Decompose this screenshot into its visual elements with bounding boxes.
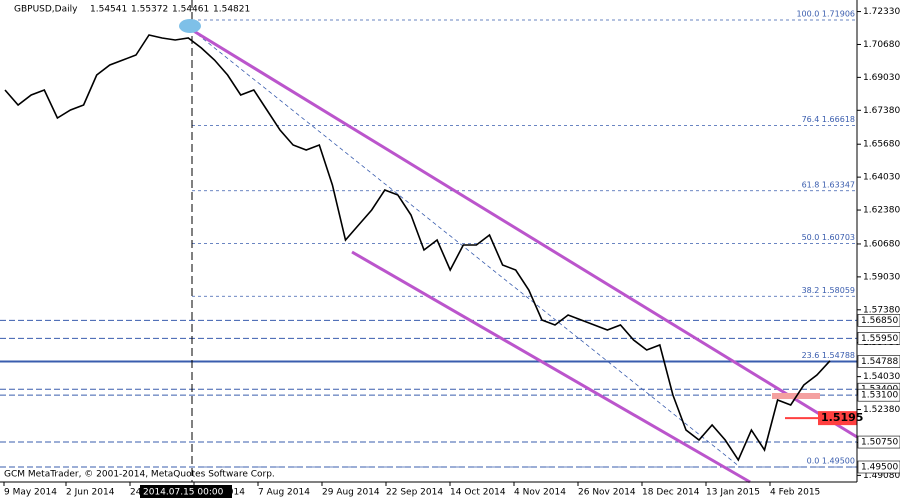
level-label: 1.50750 xyxy=(861,438,898,448)
x-tick-label: 29 Aug 2014 xyxy=(322,488,380,498)
x-tick-label: 7 Aug 2014 xyxy=(258,488,310,498)
trend-line xyxy=(191,29,741,468)
x-tick-label: 18 Dec 2014 xyxy=(642,488,700,498)
level-box xyxy=(857,460,900,474)
y-tick-label: 1.69030 xyxy=(863,73,900,83)
y-tick-label: 1.72330 xyxy=(863,7,900,17)
level-label: 1.56850 xyxy=(861,316,898,326)
ohlc-value: 1.54541 xyxy=(90,5,127,15)
x-tick-label: 4 Nov 2014 xyxy=(514,488,566,498)
level-box xyxy=(857,388,900,402)
y-tick-label: 1.49080 xyxy=(863,471,900,481)
y-tick-label: 1.54030 xyxy=(863,372,900,382)
ohlc-value: 1.54461 xyxy=(172,5,209,15)
y-tick-label: 1.70680 xyxy=(863,40,900,50)
cursor-date-box xyxy=(140,485,232,498)
y-tick-label: 1.64030 xyxy=(863,173,900,183)
anchor-point xyxy=(179,19,201,33)
x-tick-label: 13 Jan 2015 xyxy=(706,488,760,498)
y-tick-label: 1.52380 xyxy=(863,405,900,415)
price: 1.5195 xyxy=(4,34,863,462)
channel-upper xyxy=(191,28,858,439)
ohlc-value: 1.54821 xyxy=(213,5,250,15)
fib-label: 23.6 1.54788 xyxy=(802,351,855,360)
x-tick-label: 26 Nov 2014 xyxy=(578,488,636,498)
level-box xyxy=(857,314,900,327)
y-tick-label: 1.65680 xyxy=(863,140,900,150)
x-tick-label: 22 Sep 2014 xyxy=(386,488,443,498)
level-box xyxy=(857,435,900,449)
x-tick-label: 14 Oct 2014 xyxy=(450,488,506,498)
level-label: 1.55950 xyxy=(861,334,898,344)
level-label: 1.54788 xyxy=(861,357,898,367)
marker-box xyxy=(818,411,857,426)
symbol: GBPUSD,Daily xyxy=(14,5,78,15)
cursor-date: 2014.07.15 00:00 xyxy=(143,488,224,498)
fib-label: 100.0 1.71906 xyxy=(796,10,855,19)
y-tick-label: 1.59030 xyxy=(863,272,900,282)
fib-label: 38.2 1.58059 xyxy=(802,286,855,295)
fib-label: 76.4 1.66618 xyxy=(802,115,855,124)
grid: 100.0 1.71906 76.4 1.66618 61.8 1.63347 50.… xyxy=(0,10,857,468)
level-label: 1.53100 xyxy=(861,391,898,401)
fib-label: 50.0 1.60703 xyxy=(802,233,855,242)
fib-label: 61.8 1.63347 xyxy=(802,180,855,189)
y-tick-label: 1.57380 xyxy=(863,305,900,315)
fib-label: 0.0 1.49500 xyxy=(807,456,855,465)
channel-lower xyxy=(351,250,751,484)
y-tick-label: 1.67380 xyxy=(863,106,900,116)
level-box xyxy=(857,332,900,345)
level-box xyxy=(857,355,900,368)
level-label: 1.49500 xyxy=(861,462,898,472)
axis: 1.72330 1.70680 1.69030 1.67380 1.65680 1.640… xyxy=(3,7,900,498)
y-tick-label: 1.62380 xyxy=(863,206,900,216)
ohlc-value: 1.55372 xyxy=(131,5,168,15)
x-tick-label: 4 Feb 2015 xyxy=(770,488,820,498)
marker-label: 1.5195 xyxy=(821,411,863,424)
x-tick-label: 2 Jun 2014 xyxy=(66,488,115,498)
x-tick-label: 9 May 2014 xyxy=(4,488,57,498)
price-line xyxy=(4,34,831,462)
y-tick-label: 1.60680 xyxy=(863,239,900,249)
copyright: GCM MetaTrader, © 2001-2014, MetaQuotes … xyxy=(4,470,275,480)
